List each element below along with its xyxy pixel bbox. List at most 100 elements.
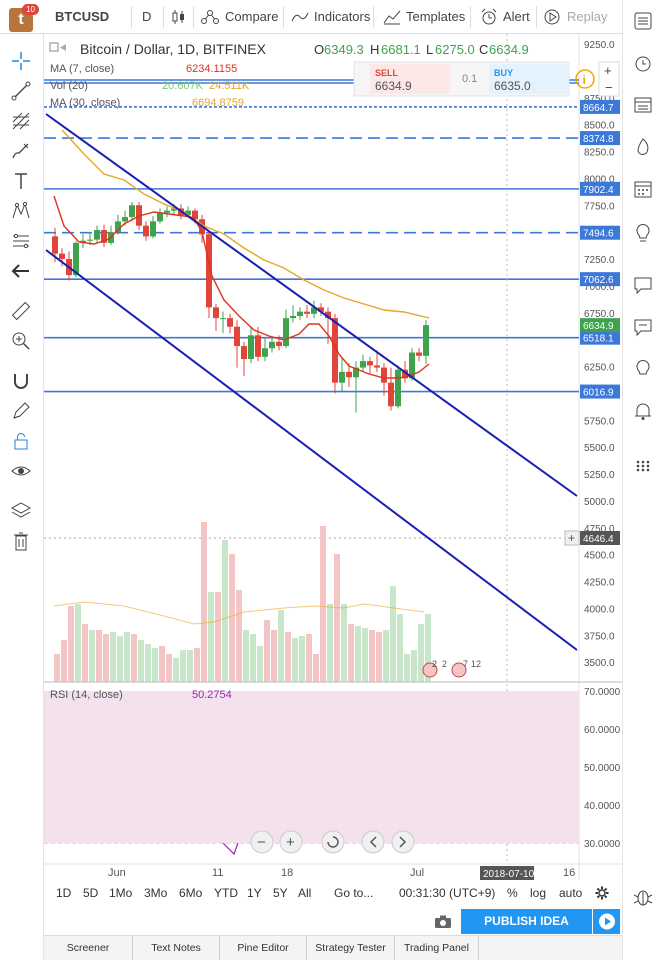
magnet-icon[interactable] bbox=[10, 370, 32, 392]
candle-body[interactable] bbox=[332, 318, 338, 383]
arrow-left-icon[interactable] bbox=[10, 260, 32, 282]
candle-body[interactable] bbox=[185, 210, 191, 215]
candle-body[interactable] bbox=[283, 318, 289, 347]
stay-in-drawing-icon[interactable] bbox=[10, 400, 32, 422]
prediction-tool-icon[interactable] bbox=[10, 230, 32, 252]
alert-button[interactable]: Alert bbox=[480, 0, 530, 34]
range-5y[interactable]: 5Y bbox=[273, 886, 288, 900]
publish-menu-button[interactable] bbox=[592, 909, 620, 934]
hotlist-icon[interactable] bbox=[632, 136, 654, 158]
candle-body[interactable] bbox=[339, 371, 345, 383]
candle-body[interactable] bbox=[94, 229, 100, 240]
candle-body[interactable] bbox=[367, 361, 373, 366]
candle-body[interactable] bbox=[353, 367, 359, 378]
candle-body[interactable] bbox=[248, 335, 254, 359]
eye-icon[interactable] bbox=[10, 460, 32, 482]
candle-body[interactable] bbox=[143, 225, 149, 237]
candle-body[interactable] bbox=[311, 307, 317, 314]
ruler-icon[interactable] bbox=[10, 300, 32, 322]
candle-body[interactable] bbox=[234, 326, 240, 347]
compare-button[interactable]: Compare bbox=[200, 0, 278, 34]
calendar-icon[interactable] bbox=[632, 178, 654, 200]
private-chat-icon[interactable] bbox=[632, 316, 654, 338]
candle-body[interactable] bbox=[206, 234, 212, 308]
reset-chart-button[interactable] bbox=[321, 830, 345, 854]
scroll-left-button[interactable] bbox=[361, 830, 385, 854]
trash-icon[interactable] bbox=[10, 530, 32, 552]
zoom-out-button[interactable]: − bbox=[605, 80, 613, 95]
candle-body[interactable] bbox=[87, 239, 93, 241]
brush-icon[interactable] bbox=[10, 140, 32, 162]
candle-body[interactable] bbox=[297, 311, 303, 316]
data-window-icon[interactable] bbox=[632, 94, 654, 116]
clock-timezone[interactable]: 00:31:30 (UTC+9) bbox=[399, 886, 496, 900]
candle-body[interactable] bbox=[192, 210, 198, 220]
range-all[interactable]: All bbox=[298, 886, 312, 900]
tab-screener[interactable]: Screener bbox=[44, 936, 133, 960]
candle-body[interactable] bbox=[423, 325, 429, 356]
range-5d[interactable]: 5D bbox=[83, 886, 99, 900]
ma7-legend-label[interactable]: MA (7, close) bbox=[50, 63, 114, 75]
lock-icon[interactable] bbox=[10, 430, 32, 452]
tab-strategy-tester[interactable]: Strategy Tester bbox=[307, 936, 395, 960]
candle-body[interactable] bbox=[115, 221, 121, 233]
candle-body[interactable] bbox=[171, 208, 177, 211]
tab-trading-panel[interactable]: Trading Panel bbox=[395, 936, 479, 960]
zoom-in-nav-button[interactable] bbox=[279, 830, 303, 854]
log-scale-toggle[interactable]: log bbox=[530, 886, 547, 900]
volume-legend-label[interactable]: Vol (20) bbox=[50, 80, 88, 92]
info-icon[interactable] bbox=[575, 69, 595, 89]
replay-button[interactable]: Replay bbox=[544, 0, 607, 34]
candle-body[interactable] bbox=[276, 341, 282, 347]
percent-scale-toggle[interactable]: % bbox=[507, 886, 518, 900]
trend-line-icon[interactable] bbox=[10, 80, 32, 102]
candle-body[interactable] bbox=[129, 205, 135, 218]
templates-button[interactable]: Templates bbox=[383, 0, 465, 34]
text-tool-icon[interactable] bbox=[10, 170, 32, 192]
chart-style-button[interactable] bbox=[171, 0, 187, 34]
candle-body[interactable] bbox=[290, 315, 296, 319]
alarm-clock-icon[interactable] bbox=[632, 52, 654, 74]
candle-body[interactable] bbox=[80, 240, 86, 243]
candle-body[interactable] bbox=[122, 217, 128, 222]
range-3mo[interactable]: 3Mo bbox=[144, 886, 168, 900]
candle-body[interactable] bbox=[395, 369, 401, 407]
symbol-search[interactable]: BTCUSD bbox=[55, 9, 110, 24]
notifications-bell-icon[interactable] bbox=[632, 400, 654, 422]
candle-body[interactable] bbox=[381, 367, 387, 383]
candle-body[interactable] bbox=[409, 352, 415, 379]
gear-icon[interactable] bbox=[595, 886, 609, 900]
goto-date-button[interactable]: Go to... bbox=[334, 886, 374, 900]
scroll-right-button[interactable] bbox=[391, 830, 415, 854]
candle-body[interactable] bbox=[101, 229, 107, 243]
drag-handle-icon[interactable] bbox=[632, 455, 654, 477]
interval-button[interactable]: D bbox=[142, 9, 152, 24]
candle-body[interactable] bbox=[227, 318, 233, 327]
channel-upper-trendline[interactable] bbox=[45, 113, 578, 497]
range-1d[interactable]: 1D bbox=[56, 886, 72, 900]
tab-pine-editor[interactable]: Pine Editor bbox=[220, 936, 307, 960]
chat-icon[interactable] bbox=[632, 274, 654, 296]
zoom-in-icon[interactable] bbox=[10, 330, 32, 352]
candle-body[interactable] bbox=[402, 369, 408, 379]
add-alert-button[interactable] bbox=[564, 530, 580, 546]
candle-body[interactable] bbox=[255, 335, 261, 357]
candle-body[interactable] bbox=[157, 212, 163, 222]
candle-body[interactable] bbox=[241, 346, 247, 359]
us-flag-event-icon[interactable] bbox=[451, 662, 467, 678]
candle-body[interactable] bbox=[304, 311, 310, 314]
candle-body[interactable] bbox=[220, 318, 226, 320]
us-flag-event-icon[interactable] bbox=[422, 662, 438, 678]
buy-button[interactable] bbox=[489, 64, 569, 94]
candle-body[interactable] bbox=[325, 311, 331, 319]
sell-button[interactable] bbox=[370, 64, 450, 94]
candle-body[interactable] bbox=[346, 371, 352, 378]
candle-body[interactable] bbox=[388, 382, 394, 407]
auto-scale-toggle[interactable]: auto bbox=[559, 886, 583, 900]
candle-body[interactable] bbox=[269, 341, 275, 349]
channel-lower-trendline[interactable] bbox=[45, 249, 578, 651]
watchlist-icon[interactable] bbox=[632, 10, 654, 32]
chart-area[interactable]: 9250.0 8750.0 8500.0 8250.0 8000.0 7750.0 7 500… bbox=[44, 34, 622, 880]
rsi-legend-label[interactable]: RSI (14, close) bbox=[50, 689, 123, 701]
candle-body[interactable] bbox=[150, 221, 156, 237]
